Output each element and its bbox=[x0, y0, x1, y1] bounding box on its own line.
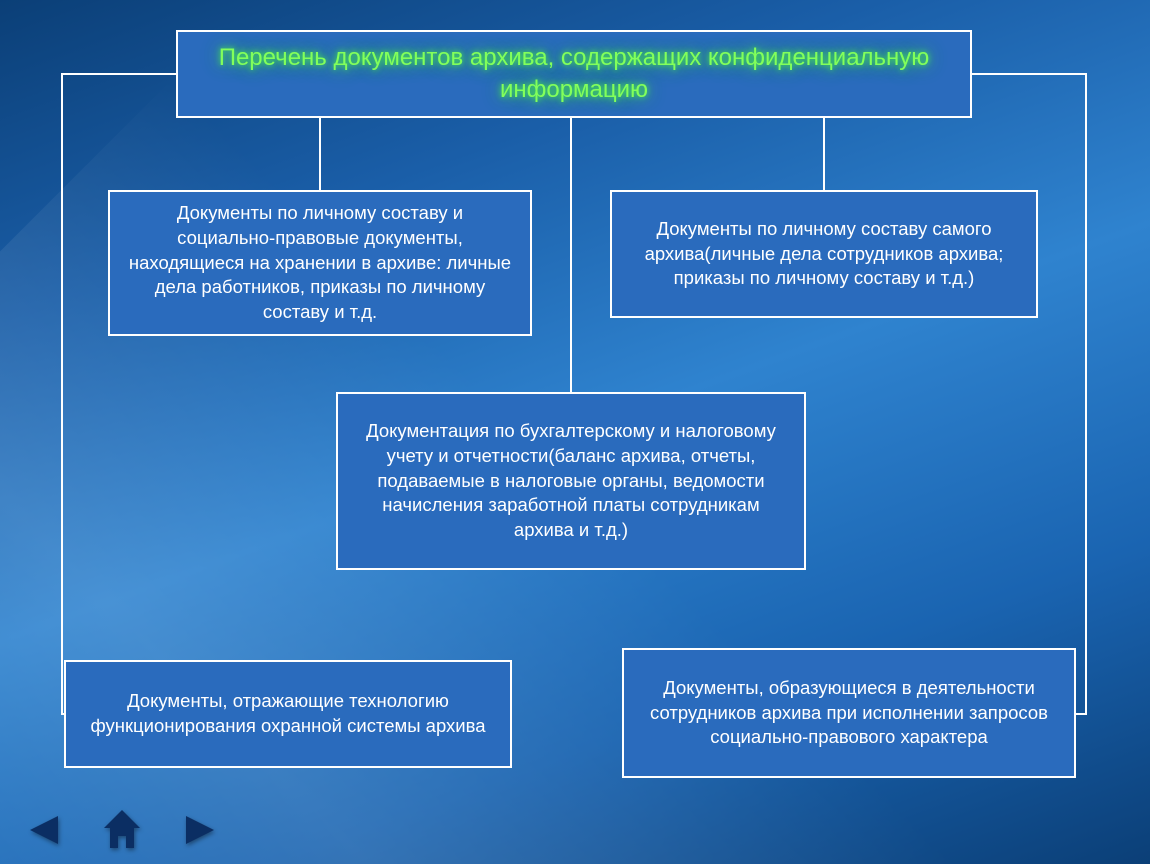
next-button[interactable] bbox=[178, 808, 222, 852]
arrow-left-icon bbox=[24, 810, 64, 850]
node-social-legal-requests: Документы, образующиеся в деятельности с… bbox=[622, 648, 1076, 778]
arrow-right-icon bbox=[180, 810, 220, 850]
node-archive-staff-records: Документы по личному составу самого архи… bbox=[610, 190, 1038, 318]
node-personal-records: Документы по личному составу и социально… bbox=[108, 190, 532, 336]
nav-bar bbox=[22, 808, 222, 852]
home-icon bbox=[102, 808, 142, 852]
prev-button[interactable] bbox=[22, 808, 66, 852]
node-security-system-docs: Документы, отражающие технологию функцио… bbox=[64, 660, 512, 768]
title-node: Перечень документов архива, содержащих к… bbox=[176, 30, 972, 118]
node-accounting-docs: Документация по бухгалтерскому и налогов… bbox=[336, 392, 806, 570]
home-button[interactable] bbox=[100, 808, 144, 852]
